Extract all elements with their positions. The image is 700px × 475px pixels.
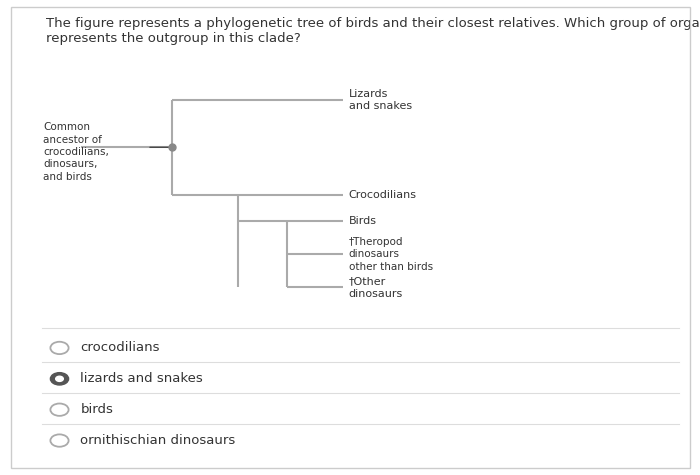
Text: Crocodilians: Crocodilians — [349, 190, 416, 200]
Circle shape — [56, 376, 63, 381]
Text: Birds: Birds — [349, 216, 377, 226]
Text: ornithischian dinosaurs: ornithischian dinosaurs — [80, 434, 236, 447]
Text: Lizards
and snakes: Lizards and snakes — [349, 89, 412, 111]
Text: Common
ancestor of
crocodilians,
dinosaurs,
and birds: Common ancestor of crocodilians, dinosau… — [43, 122, 109, 182]
Text: †Other
dinosaurs: †Other dinosaurs — [349, 276, 403, 299]
Text: The figure represents a phylogenetic tree of birds and their closest relatives. : The figure represents a phylogenetic tre… — [46, 17, 700, 29]
Text: lizards and snakes: lizards and snakes — [80, 372, 203, 385]
Text: crocodilians: crocodilians — [80, 342, 160, 354]
Circle shape — [50, 372, 69, 385]
Text: birds: birds — [80, 403, 113, 416]
Text: represents the outgroup in this clade?: represents the outgroup in this clade? — [46, 32, 300, 45]
Text: †Theropod
dinosaurs
other than birds: †Theropod dinosaurs other than birds — [349, 237, 433, 272]
